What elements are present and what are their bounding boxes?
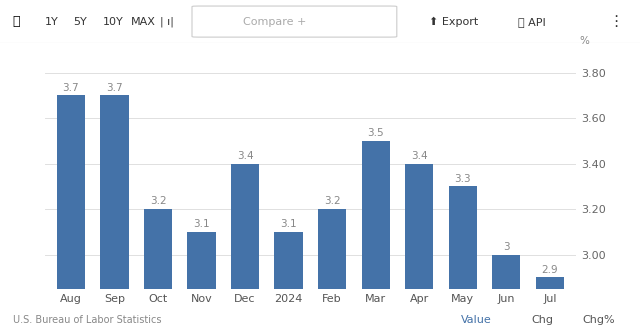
Text: 3.2: 3.2 (150, 197, 166, 207)
Text: ⋮: ⋮ (608, 14, 623, 29)
Bar (536, 278, 564, 332)
Bar (57, 95, 85, 332)
Text: Compare +: Compare + (243, 17, 307, 27)
Bar (405, 164, 433, 332)
Bar (144, 209, 172, 332)
Bar (100, 95, 129, 332)
Text: 5Y: 5Y (74, 17, 87, 27)
Text: ⬆ Export: ⬆ Export (429, 16, 478, 27)
Text: 3.3: 3.3 (454, 174, 471, 184)
Text: 1Y: 1Y (45, 17, 58, 27)
Bar (231, 164, 259, 332)
Text: MAX: MAX (131, 17, 156, 27)
Text: 3.4: 3.4 (411, 151, 428, 161)
Bar (492, 255, 520, 332)
Text: 2.9: 2.9 (541, 265, 558, 275)
FancyBboxPatch shape (192, 6, 397, 37)
Text: 📅: 📅 (13, 15, 20, 28)
Bar (275, 232, 303, 332)
Text: 3.5: 3.5 (367, 128, 384, 138)
Bar (449, 186, 477, 332)
Text: 10Y: 10Y (102, 17, 123, 27)
Text: 3.7: 3.7 (106, 83, 123, 93)
Text: 3: 3 (503, 242, 509, 252)
Bar (188, 232, 216, 332)
Text: 3.1: 3.1 (193, 219, 210, 229)
Text: Chg%: Chg% (582, 315, 615, 325)
Text: 🗄 API: 🗄 API (518, 17, 546, 27)
Text: %: % (579, 37, 589, 46)
Text: Value: Value (461, 315, 492, 325)
Text: U.S. Bureau of Labor Statistics: U.S. Bureau of Labor Statistics (13, 315, 161, 325)
Bar (362, 141, 390, 332)
Bar (318, 209, 346, 332)
Text: | ı|: | ı| (160, 16, 174, 27)
Text: Chg: Chg (531, 315, 553, 325)
Text: 3.1: 3.1 (280, 219, 297, 229)
Text: 3.4: 3.4 (237, 151, 253, 161)
Text: 3.2: 3.2 (324, 197, 340, 207)
Text: 3.7: 3.7 (63, 83, 79, 93)
